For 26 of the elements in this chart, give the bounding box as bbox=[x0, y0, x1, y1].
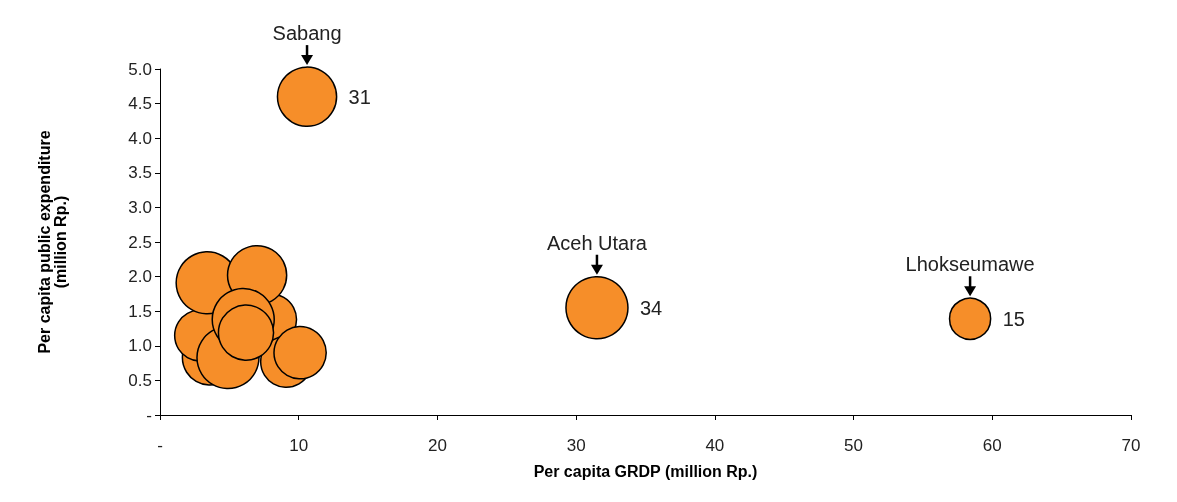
x-tick-label: 40 bbox=[705, 436, 725, 455]
annotation: 31 bbox=[348, 85, 371, 108]
x-tick-label: 30 bbox=[566, 436, 586, 455]
y-tick-label: 0.5 bbox=[128, 370, 152, 390]
y-tick-label: 3.0 bbox=[128, 197, 152, 217]
y-tick-label: 2.5 bbox=[128, 232, 152, 252]
y-tick-label: 4.5 bbox=[128, 94, 152, 114]
y-tick-label: 1.0 bbox=[128, 336, 152, 356]
annotation: 15 bbox=[1002, 307, 1025, 330]
x-tick-label: 70 bbox=[1121, 436, 1141, 455]
y-tick-label: 2.0 bbox=[128, 267, 152, 287]
y-tick-label: 1.5 bbox=[128, 301, 152, 321]
annotation: 34 bbox=[639, 296, 663, 319]
y-tick-label: 4.0 bbox=[128, 128, 152, 148]
y-tick-label: - bbox=[146, 405, 152, 425]
x-axis-title: Per capita GRDP (million Rp.) bbox=[533, 462, 758, 480]
x-tick-label: 60 bbox=[982, 436, 1002, 455]
annotation: Sabang bbox=[272, 22, 342, 45]
y-axis-title: Per capita public expenditure (million Rp.) bbox=[35, 130, 69, 354]
annotation: Lhokseumawe bbox=[905, 253, 1035, 276]
y-tick-label: 3.5 bbox=[128, 163, 152, 183]
x-tick-label: 20 bbox=[427, 436, 447, 455]
x-tick-label: 10 bbox=[289, 436, 309, 455]
x-tick-label: 50 bbox=[844, 436, 864, 455]
annotation: Aceh Utara bbox=[546, 231, 648, 254]
y-tick-label: 5.0 bbox=[128, 59, 152, 79]
